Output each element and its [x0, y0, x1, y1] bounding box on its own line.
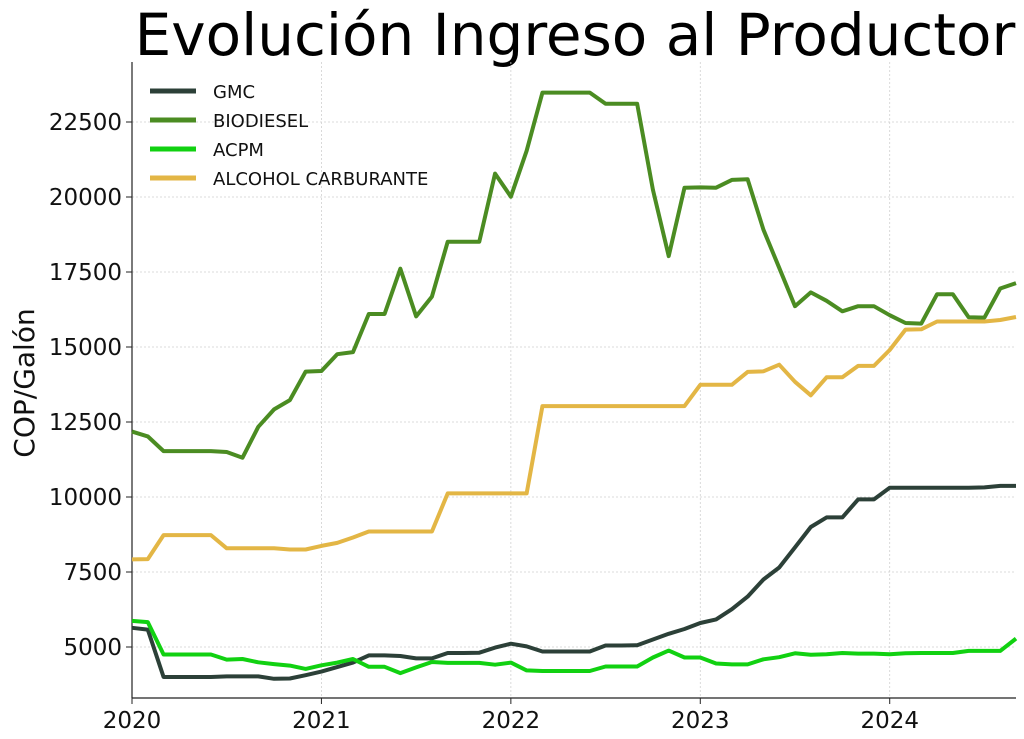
series-line-alcohol-carburante — [131, 315, 1017, 562]
legend-item-alcohol-carburante: ALCOHOL CARBURANTE — [150, 169, 428, 190]
x-tick-label: 2021 — [292, 708, 351, 734]
legend-label: BIODIESEL — [213, 111, 308, 132]
legend-item-biodiesel: BIODIESEL — [150, 111, 308, 132]
chart-title: Evolución Ingreso al Productor — [134, 1, 1016, 69]
legend-label: ALCOHOL CARBURANTE — [213, 169, 428, 190]
tick-labels: 5000 7500 10000 12500 15000 17500 20000 22500 20… — [49, 110, 919, 734]
legend: GMC BIODIESEL ACPM ALCOHOL CARBURANTE — [150, 82, 428, 190]
y-tick-label: 17500 — [49, 260, 122, 286]
y-tick-label: 10000 — [49, 485, 122, 511]
grid-lines — [131, 62, 1016, 698]
y-tick-label: 20000 — [49, 185, 122, 211]
series-line-acpm — [131, 618, 1018, 676]
legend-label: ACPM — [213, 140, 264, 161]
y-tick-label: 7500 — [63, 560, 122, 586]
legend-item-gmc: GMC — [150, 82, 255, 103]
legend-label: GMC — [213, 82, 255, 103]
series-lines — [131, 90, 1018, 681]
y-tick-label: 5000 — [63, 635, 122, 661]
x-tick-label: 2020 — [103, 708, 162, 734]
x-tick-label: 2022 — [482, 708, 541, 734]
x-tick-label: 2023 — [671, 708, 730, 734]
legend-item-acpm: ACPM — [150, 140, 264, 161]
y-axis-title: COP/Galón — [8, 308, 41, 457]
series-line-gmc — [131, 483, 1016, 681]
y-tick-label: 15000 — [49, 335, 122, 361]
x-tick-label: 2024 — [860, 708, 919, 734]
axes — [126, 62, 1016, 704]
series-line-biodiesel — [131, 90, 1017, 460]
y-tick-label: 12500 — [49, 410, 122, 436]
y-tick-label: 22500 — [49, 110, 122, 136]
